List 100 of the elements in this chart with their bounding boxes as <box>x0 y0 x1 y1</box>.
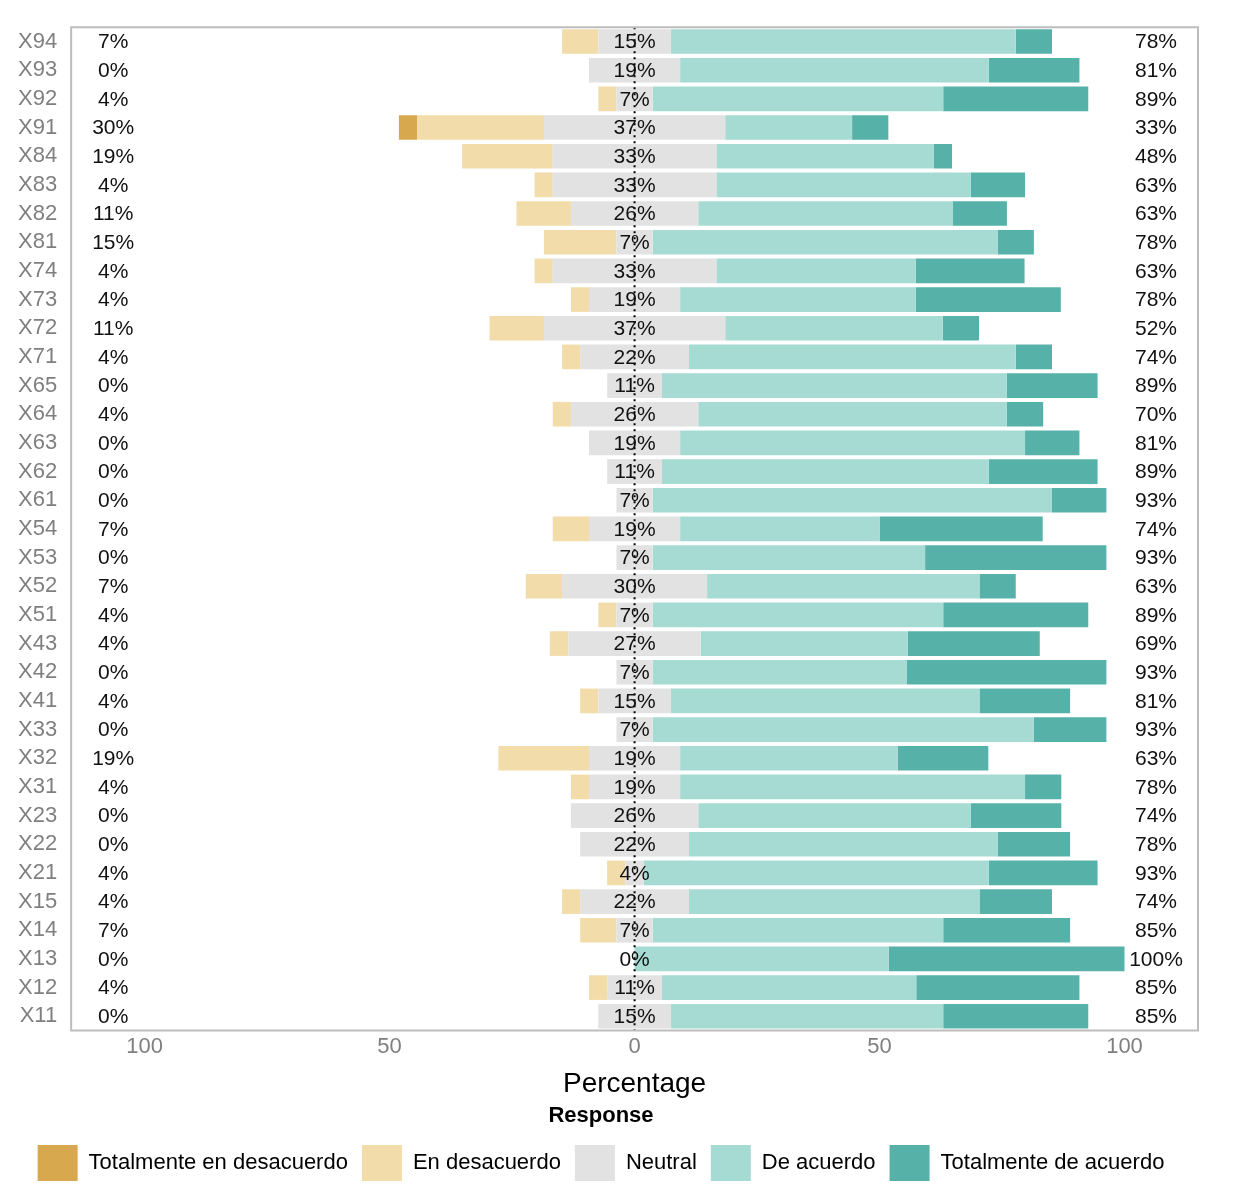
annotation: 4% <box>97 602 129 626</box>
y-tick-label: X54 <box>17 514 58 540</box>
annotation: 11% <box>614 459 655 483</box>
bar <box>589 975 608 1000</box>
bar <box>943 917 1071 943</box>
annotation: 26% <box>613 803 656 827</box>
annotation: 63% <box>1134 201 1178 225</box>
annotation: 7% <box>97 918 129 942</box>
bar <box>662 373 1007 398</box>
annotation: 30% <box>92 115 135 139</box>
bar <box>988 459 1098 484</box>
y-tick-label: X23 <box>17 801 58 827</box>
annotation: 4% <box>619 860 650 884</box>
bar <box>988 860 1098 886</box>
bar <box>952 201 1007 226</box>
y-tick-label: X31 <box>17 772 58 798</box>
annotation: 4% <box>97 344 129 368</box>
legend-title: Response <box>548 1101 654 1127</box>
bar <box>580 688 599 714</box>
y-tick-label: X32 <box>17 744 58 770</box>
annotation: 78% <box>1134 287 1178 311</box>
bar <box>979 889 1052 914</box>
bar <box>897 745 989 771</box>
annotation: 52% <box>1134 316 1178 340</box>
bar <box>680 430 1026 456</box>
bar <box>525 573 563 599</box>
bar <box>652 86 944 112</box>
bar <box>534 172 553 198</box>
annotation: 0% <box>619 946 650 970</box>
bar <box>933 143 953 169</box>
bar <box>979 573 1016 599</box>
bar <box>562 889 581 914</box>
annotation: 7% <box>97 29 129 53</box>
annotation: 37% <box>613 316 656 340</box>
bar <box>688 344 1016 370</box>
annotation: 81% <box>1134 430 1178 454</box>
annotation: 15% <box>92 230 135 254</box>
bar <box>680 57 989 83</box>
annotation: 22% <box>613 889 656 913</box>
y-tick-label: X91 <box>17 113 58 139</box>
bar <box>915 258 1025 284</box>
annotation: 81% <box>1134 58 1178 81</box>
bar <box>698 401 1007 427</box>
bar <box>906 659 1107 685</box>
y-tick-label: X64 <box>17 400 58 426</box>
annotation: 48% <box>1134 144 1178 168</box>
y-tick-label: X74 <box>17 256 58 282</box>
bar <box>498 745 590 771</box>
annotation: 0% <box>97 1004 129 1028</box>
y-tick-label: X65 <box>17 371 58 397</box>
annotation: 93% <box>1134 660 1178 684</box>
bar <box>997 229 1034 255</box>
annotation: 7% <box>619 488 650 512</box>
legend-label: Neutral <box>625 1149 697 1175</box>
annotation: 70% <box>1134 402 1178 426</box>
bar <box>562 29 599 54</box>
y-tick-label: X82 <box>17 199 58 225</box>
bar <box>700 631 908 656</box>
y-tick-label: X15 <box>17 887 58 913</box>
bar <box>1006 373 1098 398</box>
bar <box>916 975 1080 1000</box>
bar <box>417 115 544 140</box>
annotation: 0% <box>97 459 129 483</box>
annotation: 78% <box>1134 832 1178 856</box>
bar <box>598 602 617 628</box>
bar <box>670 688 980 714</box>
y-tick-label: X84 <box>17 142 58 168</box>
bar <box>1052 487 1107 513</box>
bar <box>516 201 571 226</box>
y-tick-label: X93 <box>17 56 58 82</box>
annotation: 63% <box>1134 258 1178 282</box>
bar <box>489 315 544 341</box>
bar <box>652 659 907 685</box>
annotation: 7% <box>619 230 650 254</box>
annotation: 81% <box>1134 688 1178 712</box>
bar <box>716 172 971 198</box>
annotation: 19% <box>613 746 656 770</box>
annotation: 89% <box>1134 373 1178 397</box>
annotation: 74% <box>1134 803 1178 827</box>
annotation: 74% <box>1134 889 1178 913</box>
annotation: 85% <box>1134 975 1178 999</box>
bar <box>652 917 944 943</box>
bar <box>549 631 569 656</box>
bar <box>943 1003 1089 1029</box>
bar <box>670 29 1016 54</box>
bar <box>988 57 1080 83</box>
annotation: 100% <box>1129 946 1183 970</box>
x-axis-title: Percentage <box>562 1066 707 1098</box>
annotation: 11% <box>614 373 655 397</box>
bar <box>552 401 571 427</box>
bar <box>698 803 971 828</box>
bar <box>943 86 1089 112</box>
bar <box>543 229 617 255</box>
x-tick-label: 50 <box>377 1032 402 1058</box>
annotation: 7% <box>619 717 650 741</box>
annotation: 30% <box>613 574 656 598</box>
bar <box>707 573 980 599</box>
y-tick-label: X21 <box>17 858 58 884</box>
bar <box>943 602 1089 628</box>
y-tick-label: X61 <box>17 486 58 512</box>
